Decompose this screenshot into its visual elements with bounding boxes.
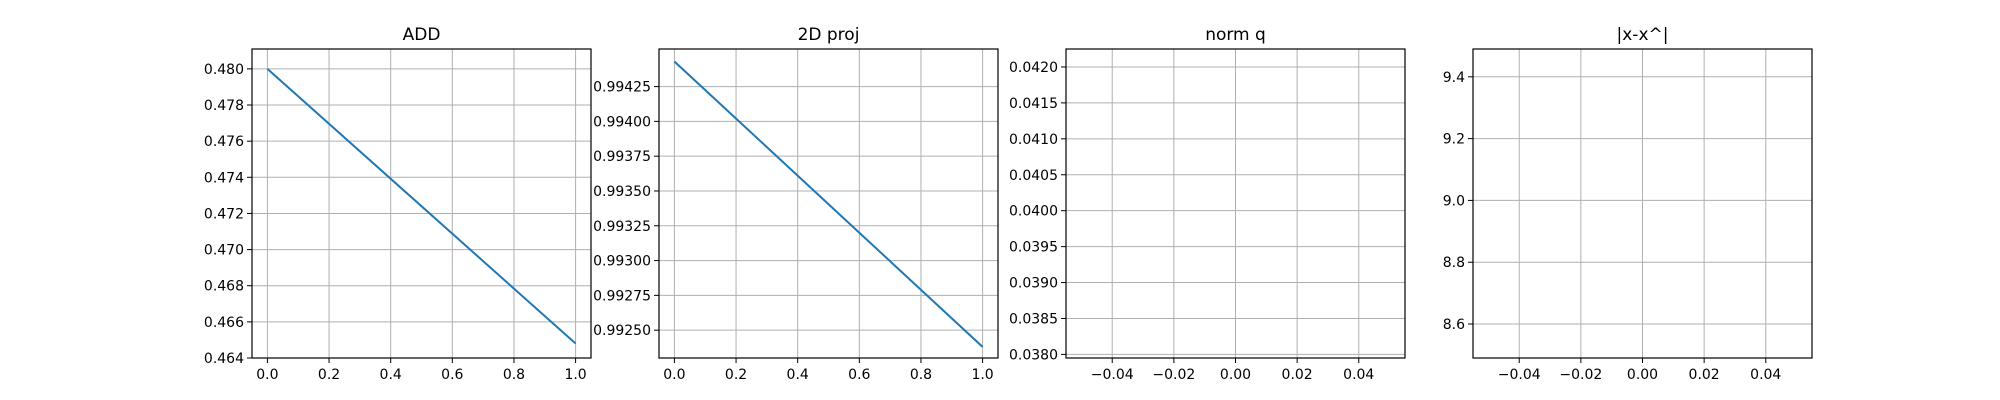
subplot-x-error: |x-x^| −0.04 −0.02 0.00 0.02 0.04 8.6 8.8 9.0 9.… <box>1443 25 1813 383</box>
y-tick-label: 8.8 <box>1443 255 1465 271</box>
y-tick-label: 0.99275 <box>593 288 651 304</box>
y-tick-label: 0.0415 <box>1009 96 1058 112</box>
y-tick-label: 8.6 <box>1443 317 1465 333</box>
y-tick-label: 0.478 <box>204 98 244 114</box>
y-tick-label: 0.0395 <box>1009 240 1058 256</box>
series-line <box>266 68 577 345</box>
chart-title: |x-x^| <box>1617 25 1669 45</box>
x-tick-label: 0.02 <box>1282 367 1313 383</box>
y-tick-label: 0.0380 <box>1009 347 1058 363</box>
y-tick-label: 0.468 <box>204 279 244 295</box>
x-tick-label: 0.00 <box>1220 367 1251 383</box>
x-tick-label: 0.8 <box>910 367 932 383</box>
x-tick-label: 0.4 <box>380 367 402 383</box>
y-tick-label: 0.0410 <box>1009 132 1058 148</box>
x-tick-label: 0.2 <box>725 367 747 383</box>
x-tick-label: 1.0 <box>564 367 586 383</box>
x-tick-label: −0.02 <box>1559 367 1602 383</box>
y-tick-label: 0.0385 <box>1009 311 1058 327</box>
chart-title: ADD <box>403 25 441 45</box>
subplot-norm-q: norm q −0.04 −0.02 0.00 0.02 0.04 0.0380 0.038… <box>1009 25 1406 383</box>
y-tick-label: 0.466 <box>204 315 244 331</box>
y-tick-label: 0.99250 <box>593 323 651 339</box>
y-tick-label: 0.99300 <box>593 254 651 270</box>
chart-title: 2D proj <box>798 25 860 45</box>
chart-title: norm q <box>1205 25 1266 45</box>
y-tick-label: 0.476 <box>204 134 244 150</box>
x-tick-label: 0.0 <box>256 367 278 383</box>
x-tick-label: 0.04 <box>1750 367 1781 383</box>
y-tick-label: 9.4 <box>1443 70 1465 86</box>
y-tick-label: 0.99375 <box>593 149 651 165</box>
y-tick-label: 0.0405 <box>1009 168 1058 184</box>
y-tick-label: 0.472 <box>204 206 244 222</box>
x-tick-label: −0.04 <box>1498 367 1541 383</box>
x-tick-label: −0.04 <box>1091 367 1134 383</box>
y-tick-label: 0.0390 <box>1009 276 1058 292</box>
x-tick-label: −0.02 <box>1152 367 1195 383</box>
x-tick-label: 1.0 <box>971 367 993 383</box>
y-tick-label: 0.480 <box>204 62 244 78</box>
x-tick-label: 0.04 <box>1343 367 1374 383</box>
x-tick-label: 0.8 <box>503 367 525 383</box>
y-tick-label: 0.0420 <box>1009 60 1058 76</box>
x-tick-label: 0.6 <box>848 367 870 383</box>
y-tick-label: 0.99325 <box>593 219 651 235</box>
x-tick-label: 0.6 <box>441 367 463 383</box>
x-tick-label: 0.00 <box>1627 367 1658 383</box>
x-tick-label: 0.0 <box>663 367 685 383</box>
y-tick-label: 0.474 <box>204 170 244 186</box>
x-tick-label: 0.2 <box>318 367 340 383</box>
axes-frame <box>251 48 592 359</box>
y-tick-label: 0.0400 <box>1009 204 1058 220</box>
subplot-2d-proj: 2D proj 0.0 0.2 0.4 0.6 0.8 1.0 0.99250 0.99275… <box>593 25 999 383</box>
y-tick-label: 0.99350 <box>593 184 651 200</box>
y-tick-label: 9.0 <box>1443 193 1465 209</box>
y-tick-label: 9.2 <box>1443 132 1465 148</box>
x-tick-label: 0.02 <box>1689 367 1720 383</box>
x-tick-label: 0.4 <box>787 367 809 383</box>
axes-frame <box>658 48 999 359</box>
y-tick-label: 0.464 <box>204 351 244 367</box>
y-tick-label: 0.99425 <box>593 80 651 96</box>
series-line <box>673 60 984 348</box>
subplot-add: ADD 0.0 0.2 0.4 0.6 0.8 1.0 0.464 0.466 0.468 0.4… <box>204 25 592 383</box>
y-tick-label: 0.99400 <box>593 114 651 130</box>
y-tick-label: 0.470 <box>204 243 244 259</box>
